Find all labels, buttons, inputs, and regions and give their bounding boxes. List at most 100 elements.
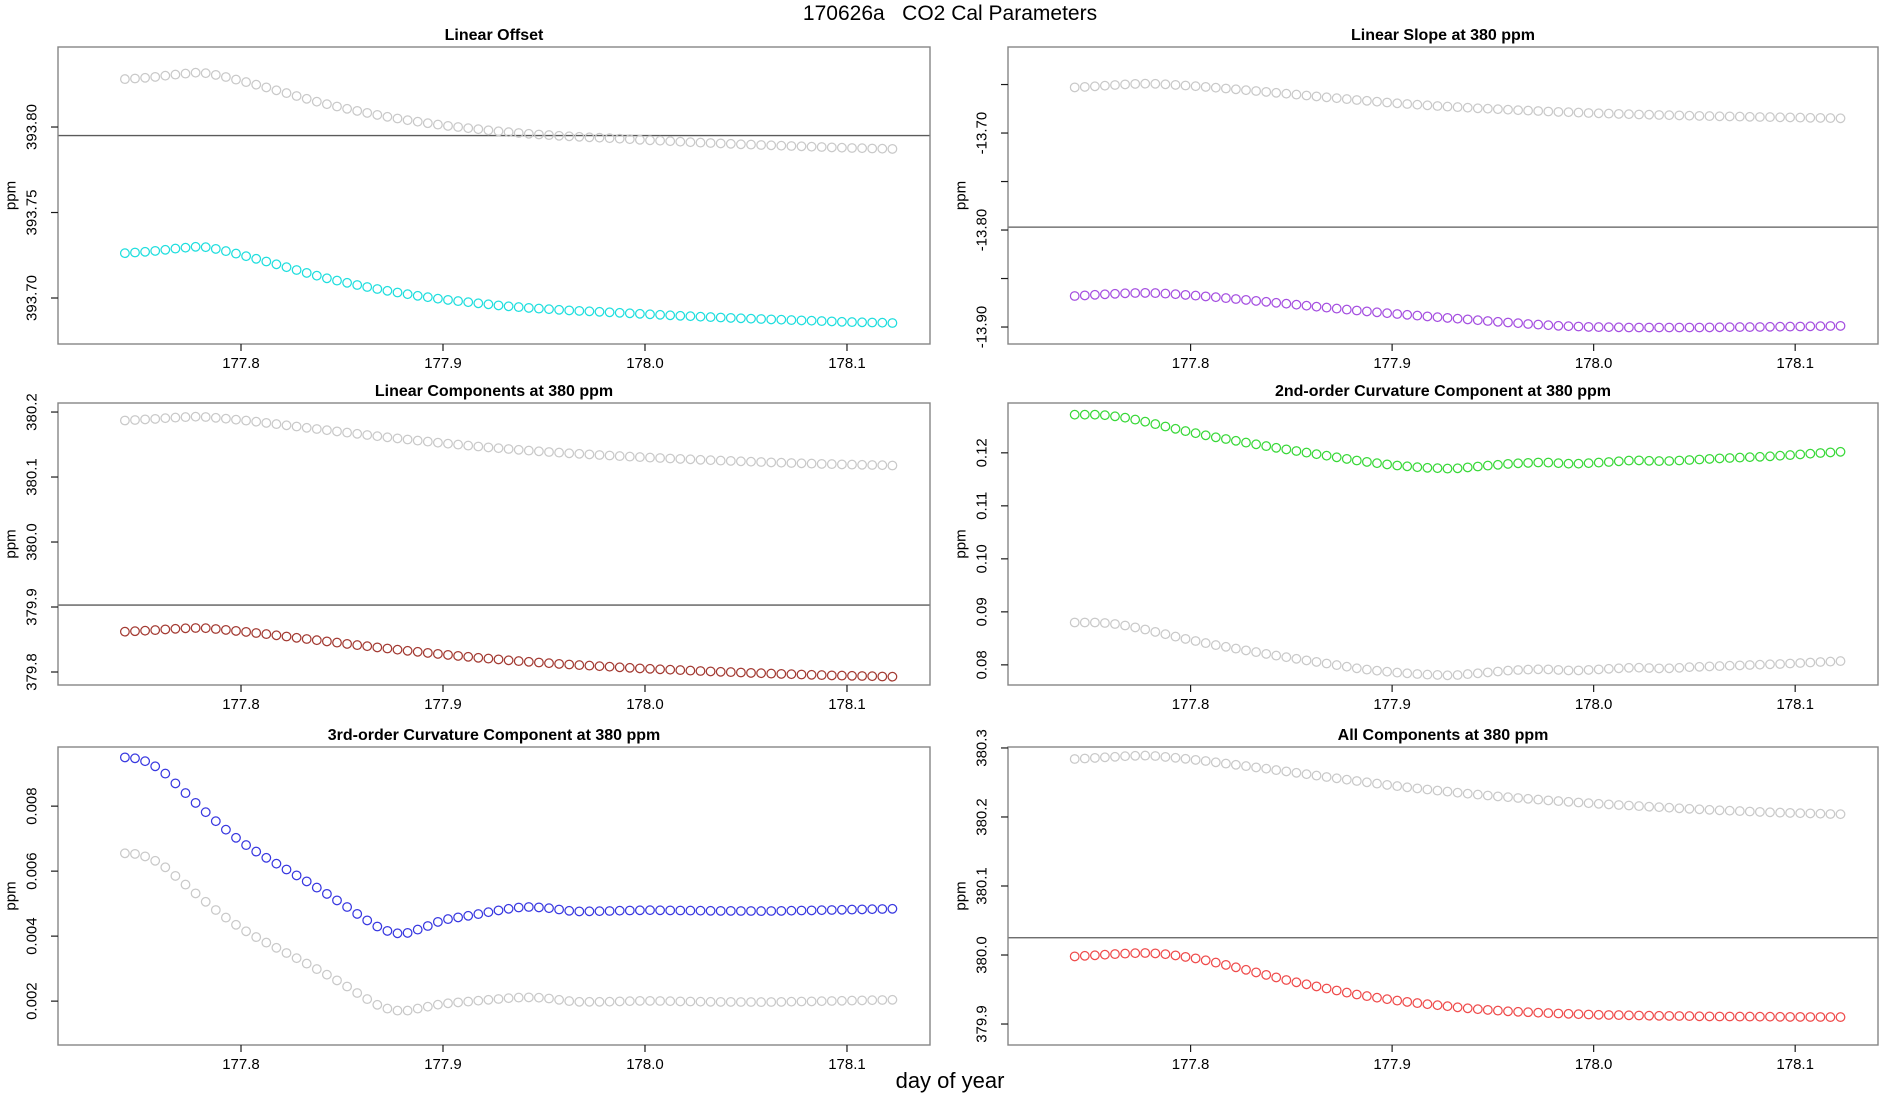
y-axis: 0.002 0.004 0.006 0.008 ppm	[3, 787, 58, 1020]
x-tick-label: 178.1	[828, 1056, 866, 1073]
y-axis: 379.9 380.0 380.1 380.2 380.3 ppm	[953, 729, 1008, 1043]
x-axis: 177.8 177.9 178.0 178.1	[222, 1045, 866, 1073]
panel-title: 3rd-order Curvature Component at 380 ppm	[328, 727, 661, 744]
y-axis: 393.70 393.75 393.80 ppm	[3, 104, 58, 321]
x-axis: 177.8 177.9 178.0 178.1	[1172, 1045, 1814, 1073]
y-tick-label: 0.12	[974, 438, 991, 467]
y-tick-label: -13.80	[974, 209, 991, 252]
x-tick-label: 177.8	[222, 355, 260, 372]
plot-border	[1007, 746, 1879, 1046]
y-axis-label: ppm	[3, 529, 20, 558]
x-axis-title: day of year	[895, 1068, 1005, 1093]
series-darkred-series	[119, 623, 898, 682]
y-tick-label: 379.9	[974, 1005, 991, 1043]
x-tick-label: 177.9	[424, 696, 462, 713]
series-gray-series	[119, 411, 898, 471]
x-tick-label: 178.0	[626, 355, 664, 372]
series-gray-series	[1069, 78, 1846, 124]
x-tick-label: 178.1	[1776, 696, 1814, 713]
y-axis: 379.8 379.9 380.0 380.1 380.2 ppm	[3, 393, 58, 691]
x-tick-label: 177.8	[1172, 696, 1210, 713]
panel-title: All Components at 380 ppm	[1338, 727, 1549, 744]
panel-title: Linear Offset	[445, 27, 544, 44]
x-tick-label: 178.0	[626, 696, 664, 713]
plot-border	[57, 402, 931, 686]
x-tick-label: 178.0	[1575, 696, 1613, 713]
y-tick-label: 393.70	[24, 275, 41, 321]
y-axis-label: ppm	[953, 181, 970, 210]
x-tick-label: 177.8	[1172, 1056, 1210, 1073]
y-tick-label: 0.09	[974, 597, 991, 626]
x-tick-label: 177.9	[424, 1056, 462, 1073]
y-axis: 0.08 0.09 0.10 0.11 0.12 ppm	[953, 438, 1008, 679]
panel-second-order-curvature: 2nd-order Curvature Component at 380 ppm…	[953, 383, 1879, 713]
x-tick-label: 177.9	[1373, 1056, 1411, 1073]
x-axis: 177.8 177.9 178.0 178.1	[1172, 685, 1814, 713]
y-tick-label: 379.9	[24, 588, 41, 626]
x-tick-label: 178.1	[1776, 355, 1814, 372]
plot-border	[57, 746, 931, 1046]
y-axis-label: ppm	[3, 181, 20, 210]
x-axis: 177.8 177.9 178.0 178.1	[222, 685, 866, 713]
y-tick-label: 379.8	[24, 653, 41, 691]
y-tick-label: 380.0	[24, 523, 41, 561]
y-tick-label: 380.2	[974, 798, 991, 836]
x-axis: 177.8 177.9 178.0 178.1	[1172, 344, 1814, 372]
x-tick-label: 178.0	[626, 1056, 664, 1073]
y-tick-label: 380.3	[974, 729, 991, 767]
y-tick-label: 380.1	[974, 867, 991, 905]
panel-third-order-curvature: 3rd-order Curvature Component at 380 ppm…	[3, 727, 931, 1073]
y-tick-label: 0.10	[974, 544, 991, 573]
series-cyan-series	[119, 241, 898, 328]
plot-border	[1007, 402, 1879, 686]
series-purple-series	[1069, 287, 1846, 333]
x-tick-label: 177.8	[222, 696, 260, 713]
plot-border	[57, 46, 931, 345]
x-tick-label: 177.8	[1172, 355, 1210, 372]
series-green-series	[1069, 409, 1846, 474]
x-tick-label: 177.9	[1373, 696, 1411, 713]
x-tick-label: 178.1	[1776, 1056, 1814, 1073]
y-tick-label: -13.90	[974, 306, 991, 349]
y-axis-label: ppm	[3, 881, 20, 910]
panel-title: Linear Slope at 380 ppm	[1351, 27, 1535, 44]
y-tick-label: 0.004	[24, 917, 41, 955]
y-tick-label: 393.80	[24, 104, 41, 150]
y-axis-label: ppm	[953, 529, 970, 558]
panel-all-components: All Components at 380 ppm 379.9 380.0 380.1…	[953, 727, 1879, 1073]
panel-title: Linear Components at 380 ppm	[375, 383, 613, 400]
y-tick-label: 393.75	[24, 190, 41, 236]
x-tick-label: 178.0	[1575, 1056, 1613, 1073]
x-axis: 177.8 177.9 178.0 178.1	[222, 344, 866, 372]
panel-linear-slope: Linear Slope at 380 ppm -13.90 -13.80 -13.7…	[953, 27, 1879, 372]
panel-title: 2nd-order Curvature Component at 380 ppm	[1275, 383, 1611, 400]
y-axis: -13.90 -13.80 -13.70 ppm	[953, 83, 1008, 349]
y-tick-label: 0.006	[24, 852, 41, 890]
series-gray-series	[119, 67, 898, 154]
series-red-series	[1069, 948, 1846, 1023]
series-gray-series	[1069, 750, 1846, 820]
x-tick-label: 177.8	[222, 1056, 260, 1073]
figure-title: 170626a CO2 Cal Parameters	[802, 2, 1098, 25]
plot-border	[1007, 46, 1879, 345]
y-tick-label: 0.08	[974, 650, 991, 679]
series-gray-series	[1069, 617, 1846, 681]
series-blue-series	[119, 752, 898, 939]
y-tick-label: 380.0	[974, 936, 991, 974]
panel-linear-components: Linear Components at 380 ppm 379.8 379.9 38…	[3, 383, 931, 713]
y-tick-label: -13.70	[974, 112, 991, 155]
x-tick-label: 178.1	[828, 355, 866, 372]
y-tick-label: 0.002	[24, 982, 41, 1020]
y-tick-label: 0.008	[24, 787, 41, 825]
y-tick-label: 380.2	[24, 393, 41, 431]
y-tick-label: 0.11	[974, 492, 991, 520]
y-tick-label: 380.1	[24, 458, 41, 496]
x-tick-label: 178.0	[1575, 355, 1613, 372]
x-tick-label: 177.9	[424, 355, 462, 372]
x-tick-label: 177.9	[1373, 355, 1411, 372]
y-axis-label: ppm	[953, 881, 970, 910]
x-tick-label: 178.1	[828, 696, 866, 713]
